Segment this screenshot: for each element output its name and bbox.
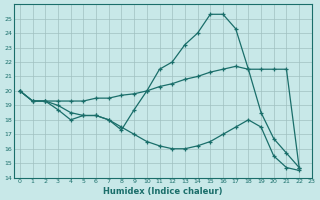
X-axis label: Humidex (Indice chaleur): Humidex (Indice chaleur) <box>103 187 222 196</box>
